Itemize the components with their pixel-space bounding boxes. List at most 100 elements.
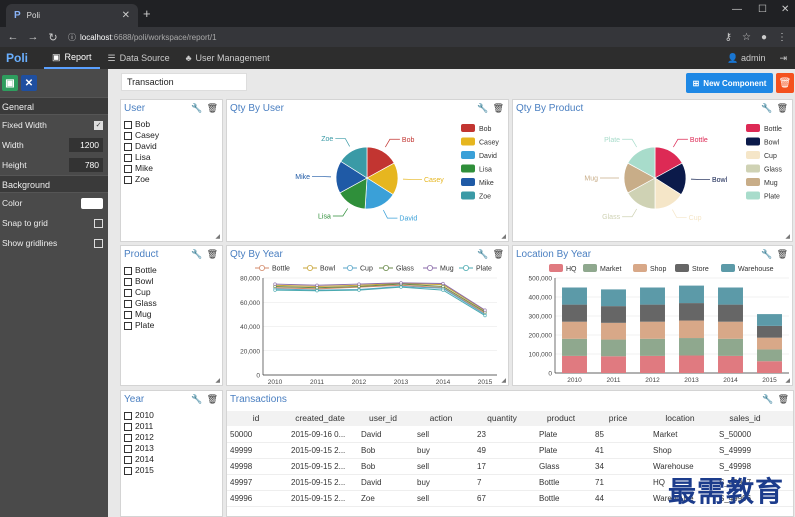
checkbox-item[interactable]: 2011 [124,421,154,432]
wrench-icon[interactable]: 🔧 [191,394,203,404]
checkbox-item[interactable]: Bowl [124,276,157,287]
snap-checkbox[interactable] [94,218,103,228]
checkbox-item[interactable]: Casey [124,130,159,141]
resize-handle[interactable]: ◢ [215,234,220,240]
checkbox-item[interactable]: Bottle [124,265,157,276]
checkbox[interactable] [124,433,132,442]
checkbox[interactable] [124,310,132,319]
column-header[interactable]: sales_id [729,413,761,423]
width-input[interactable]: 1200 [69,138,103,152]
star-icon[interactable]: ☆ [741,31,751,43]
checkbox[interactable] [124,164,132,173]
checkbox-item[interactable]: 2010 [124,410,154,421]
color-swatch[interactable] [81,197,103,209]
checkbox-item[interactable]: Zoe [124,174,159,185]
checkbox-item[interactable]: Glass [124,298,157,309]
checkbox-item[interactable]: David [124,141,159,152]
checkbox-item[interactable]: 2013 [124,443,154,454]
checkbox[interactable] [124,288,132,297]
checkbox[interactable] [124,120,132,129]
checkbox-item[interactable]: Lisa [124,152,159,163]
close-tab-icon[interactable]: ✕ [121,10,130,21]
checkbox-item[interactable]: Bob [124,119,159,130]
menu-icon[interactable]: ⋮ [777,31,787,43]
nav-data-source[interactable]: ☰ Data Source [100,47,178,69]
table-row[interactable]: 49996 2015-09-15 2... Zoe sell 67 Bottle 44 War… [227,491,793,507]
close-edit-icon[interactable]: ✕ [21,75,37,91]
checkbox[interactable] [124,131,132,140]
checkbox-item[interactable]: Mike [124,163,159,174]
checkbox[interactable] [124,153,132,162]
trash-icon[interactable]: 🗑 [206,394,218,404]
logout-icon[interactable]: ⇥ [779,52,787,63]
column-header[interactable]: created_date [295,413,345,423]
url-field[interactable]: ⓘ localhost:6688/poli/workspace/report/1 [68,32,217,43]
checkbox[interactable] [124,411,132,420]
trash-icon[interactable]: 🗑 [492,249,504,259]
wrench-icon[interactable]: 🔧 [761,249,773,259]
table-row[interactable]: 50000 2015-09-16 0... David sell 23 Plate 85 Ma… [227,427,793,443]
checkbox[interactable] [124,422,132,431]
column-header[interactable]: id [252,413,260,423]
table-row[interactable]: 49997 2015-09-15 2... David buy 7 Bottle 71 HQ S… [227,475,793,491]
table-row[interactable]: 49999 2015-09-15 2... Bob buy 49 Plate 41 Shop S… [227,443,793,459]
checkbox-item[interactable]: 2014 [124,454,154,465]
user-menu[interactable]: 👤 admin [727,53,765,64]
wrench-icon[interactable]: 🔧 [191,249,203,259]
checkbox[interactable] [124,142,132,151]
table-row[interactable]: 49998 2015-09-15 2... Bob sell 17 Glass 34 Ware… [227,459,793,475]
resize-handle[interactable]: ◢ [501,378,506,384]
resize-handle[interactable]: ◢ [785,234,790,240]
gridlines-checkbox[interactable] [94,238,103,248]
checkbox[interactable] [124,455,132,464]
key-icon[interactable]: ⚷ [724,31,732,43]
forward-icon[interactable]: → [27,31,39,43]
checkbox[interactable] [124,466,132,475]
report-name-input[interactable]: Transaction [121,73,247,91]
column-header[interactable]: action [429,413,453,423]
minimize-icon[interactable]: — [732,4,742,15]
nav-user-management[interactable]: ♣ User Management [178,47,278,69]
resize-handle[interactable]: ◢ [785,378,790,384]
resize-handle[interactable]: ◢ [501,234,506,240]
column-header[interactable]: location [665,413,695,423]
close-window-icon[interactable]: ✕ [781,4,790,15]
height-input[interactable]: 780 [69,158,103,172]
profile-icon[interactable]: ● [760,31,767,43]
delete-report-button[interactable]: 🗑 [776,73,794,93]
checkbox[interactable] [124,444,132,453]
checkbox-item[interactable]: 2015 [124,465,154,476]
wrench-icon[interactable]: 🔧 [477,103,489,113]
trash-icon[interactable]: 🗑 [776,249,788,259]
nav-report[interactable]: ▣ Report [44,47,100,69]
back-icon[interactable]: ← [7,31,19,43]
browser-tab[interactable]: P Poli ✕ [6,4,138,27]
wrench-icon[interactable]: 🔧 [761,103,773,113]
save-icon[interactable]: ▣ [2,75,18,91]
trash-icon[interactable]: 🗑 [206,103,218,113]
wrench-icon[interactable]: 🔧 [477,249,489,259]
trash-icon[interactable]: 🗑 [206,249,218,259]
column-header[interactable]: product [546,413,576,423]
checkbox[interactable] [124,266,132,275]
column-header[interactable]: price [608,413,628,423]
maximize-icon[interactable]: ☐ [758,4,767,15]
checkbox[interactable] [124,321,132,330]
fixed-width-checkbox[interactable]: ✓ [94,120,103,130]
column-header[interactable]: quantity [487,413,517,423]
trash-icon[interactable]: 🗑 [776,103,788,113]
checkbox-item[interactable]: Cup [124,287,157,298]
trash-icon[interactable]: 🗑 [492,103,504,113]
resize-handle[interactable]: ◢ [215,378,220,384]
checkbox-item[interactable]: Mug [124,309,157,320]
wrench-icon[interactable]: 🔧 [191,103,203,113]
wrench-icon[interactable]: 🔧 [762,394,774,404]
checkbox[interactable] [124,299,132,308]
checkbox-item[interactable]: 2012 [124,432,154,443]
new-component-button[interactable]: ⊞ New Component [686,73,773,93]
column-header[interactable]: user_id [369,413,397,423]
checkbox[interactable] [124,277,132,286]
new-tab-icon[interactable]: + [143,6,151,21]
reload-icon[interactable]: ↻ [48,31,58,44]
trash-icon[interactable]: 🗑 [777,394,789,404]
